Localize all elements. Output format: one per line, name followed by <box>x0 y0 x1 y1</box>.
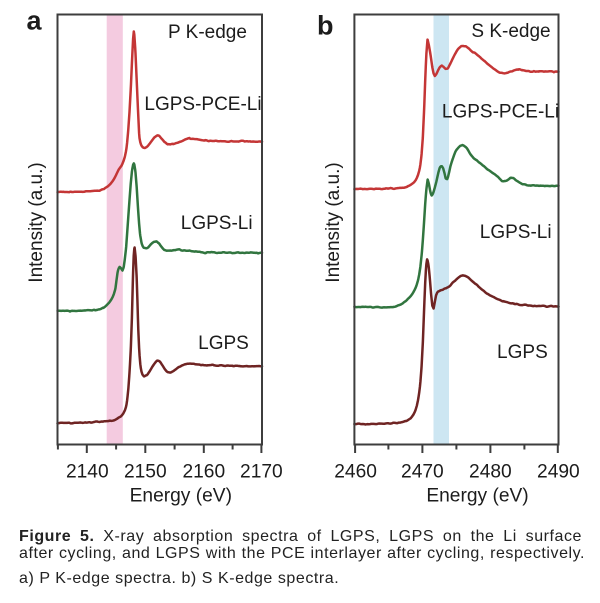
svg-text:a: a <box>27 6 43 36</box>
svg-text:2490: 2490 <box>537 461 580 482</box>
svg-text:Energy (eV): Energy (eV) <box>426 486 528 507</box>
svg-text:Intensity (a.u.): Intensity (a.u.) <box>323 162 344 282</box>
svg-text:2150: 2150 <box>124 461 167 482</box>
svg-text:S K-edge: S K-edge <box>471 21 550 42</box>
svg-text:LGPS-Li: LGPS-Li <box>480 222 552 243</box>
svg-text:LGPS-Li: LGPS-Li <box>181 213 253 234</box>
svg-text:2470: 2470 <box>401 461 444 482</box>
svg-text:b: b <box>317 11 334 41</box>
svg-text:LGPS-PCE-Li: LGPS-PCE-Li <box>442 102 559 123</box>
svg-text:P K-edge: P K-edge <box>168 22 247 43</box>
svg-text:LGPS: LGPS <box>198 333 249 354</box>
svg-text:Intensity (a.u.): Intensity (a.u.) <box>26 162 47 282</box>
svg-text:LGPS-PCE-Li: LGPS-PCE-Li <box>144 94 261 115</box>
svg-text:Energy (eV): Energy (eV) <box>130 486 232 507</box>
svg-text:2140: 2140 <box>66 461 109 482</box>
svg-text:2460: 2460 <box>334 461 377 482</box>
svg-text:2160: 2160 <box>182 461 225 482</box>
svg-text:2480: 2480 <box>469 461 512 482</box>
svg-text:2170: 2170 <box>240 461 283 482</box>
svg-text:LGPS: LGPS <box>497 342 548 363</box>
